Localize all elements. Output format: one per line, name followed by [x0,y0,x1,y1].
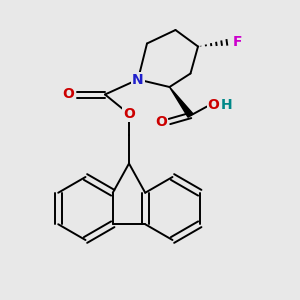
Text: H: H [221,98,232,112]
Text: O: O [123,107,135,121]
Text: F: F [233,35,243,49]
Text: N: N [132,73,144,86]
Text: O: O [62,88,74,101]
Text: O: O [155,115,167,128]
Polygon shape [169,87,193,117]
Text: O: O [208,98,220,112]
